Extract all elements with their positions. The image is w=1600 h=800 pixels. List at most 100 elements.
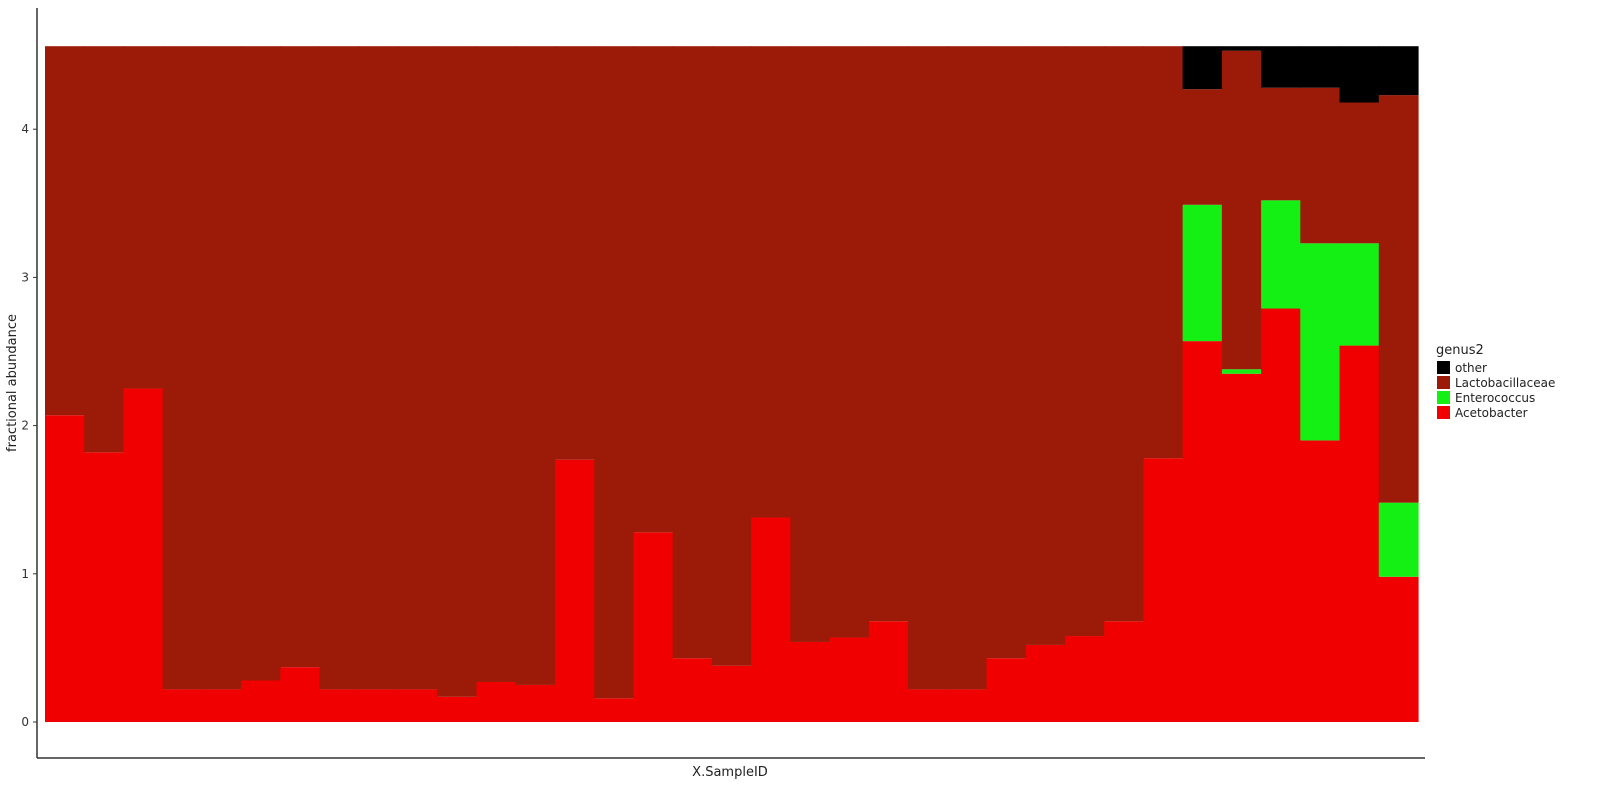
bar-segment-lactobacillaceae-5 <box>201 46 242 690</box>
bar-segment-enterococcus-35 <box>1378 502 1419 577</box>
y-tick-label: 2 <box>21 419 29 433</box>
bar-segment-lactobacillaceae-12 <box>476 46 517 682</box>
bar-segment-acetobacter-31 <box>1221 373 1262 722</box>
bar-segment-acetobacter-17 <box>672 658 713 722</box>
bar-segment-acetobacter-2 <box>84 452 125 722</box>
bar-segment-lactobacillaceae-34 <box>1339 102 1380 244</box>
bar-segment-acetobacter-4 <box>162 689 203 722</box>
bar-segment-enterococcus-30 <box>1182 204 1223 342</box>
bar-segment-acetobacter-24 <box>947 689 988 722</box>
bar-segment-other-32 <box>1261 46 1301 88</box>
bar-segment-lactobacillaceae-7 <box>280 46 321 668</box>
bar-segment-acetobacter-22 <box>868 621 909 722</box>
bar-segment-lactobacillaceae-14 <box>554 46 595 460</box>
bar-segment-lactobacillaceae-17 <box>672 46 713 659</box>
bar-segment-lactobacillaceae-2 <box>84 46 125 453</box>
bar-segment-lactobacillaceae-8 <box>319 46 360 690</box>
bar-segment-lactobacillaceae-27 <box>1064 46 1105 637</box>
legend-title: genus2 <box>1436 343 1484 358</box>
legend-swatch-other <box>1437 361 1450 374</box>
bar-segment-lactobacillaceae-3 <box>123 46 164 389</box>
bar-segment-enterococcus-32 <box>1261 200 1301 309</box>
bar-segment-lactobacillaceae-9 <box>358 46 399 690</box>
bar-segment-lactobacillaceae-13 <box>515 46 556 685</box>
bar-segment-acetobacter-7 <box>280 667 321 722</box>
legend-items: otherLactobacillaceaeEnterococcusAcetoba… <box>1437 361 1555 420</box>
bar-segment-acetobacter-8 <box>319 689 360 722</box>
bars-layer <box>45 46 1419 722</box>
bar-segment-acetobacter-12 <box>476 681 517 722</box>
bar-segment-acetobacter-10 <box>398 689 438 722</box>
bar-segment-lactobacillaceae-32 <box>1261 87 1301 201</box>
bar-segment-acetobacter-25 <box>986 658 1027 722</box>
bar-segment-lactobacillaceae-15 <box>594 46 635 699</box>
bar-segment-acetobacter-16 <box>633 532 674 722</box>
bar-segment-enterococcus-31 <box>1221 369 1262 374</box>
bar-segment-acetobacter-33 <box>1300 440 1341 722</box>
y-ticks-layer: 0 1 2 3 4 <box>21 122 37 729</box>
legend-label-enterococcus: Enterococcus <box>1455 391 1535 405</box>
bar-segment-lactobacillaceae-23 <box>908 46 948 690</box>
bar-segment-lactobacillaceae-19 <box>751 46 791 518</box>
bar-segment-acetobacter-32 <box>1261 308 1301 722</box>
legend-label-lactobacillaceae: Lactobacillaceae <box>1455 376 1555 390</box>
bar-segment-enterococcus-33 <box>1300 243 1341 441</box>
bar-segment-other-31 <box>1221 46 1262 51</box>
bar-segment-acetobacter-20 <box>790 641 831 722</box>
y-tick-label: 1 <box>21 567 29 581</box>
x-axis-title: X.SampleID <box>692 765 768 780</box>
bar-segment-lactobacillaceae-22 <box>868 46 909 622</box>
bar-segment-lactobacillaceae-33 <box>1300 87 1341 244</box>
bar-segment-lactobacillaceae-24 <box>947 46 988 690</box>
bar-segment-acetobacter-13 <box>515 684 556 722</box>
bar-segment-lactobacillaceae-25 <box>986 46 1027 659</box>
y-axis-title: fractional abundance <box>5 314 20 452</box>
bar-segment-lactobacillaceae-31 <box>1221 50 1262 370</box>
bar-segment-lactobacillaceae-11 <box>437 46 478 697</box>
legend-label-acetobacter: Acetobacter <box>1455 406 1528 420</box>
bar-segment-lactobacillaceae-28 <box>1104 46 1144 622</box>
bar-segment-acetobacter-26 <box>1025 644 1066 722</box>
bar-segment-acetobacter-3 <box>123 388 164 722</box>
bar-segment-acetobacter-9 <box>358 689 399 722</box>
bar-segment-acetobacter-23 <box>908 689 948 722</box>
bar-segment-acetobacter-30 <box>1182 341 1223 722</box>
bar-segment-acetobacter-19 <box>751 517 791 722</box>
legend-swatch-lactobacillaceae <box>1437 376 1450 389</box>
bar-segment-other-30 <box>1182 46 1223 90</box>
y-tick-label: 3 <box>21 270 29 284</box>
legend-label-other: other <box>1455 361 1487 375</box>
bar-segment-lactobacillaceae-16 <box>633 46 674 533</box>
legend: genus2 otherLactobacillaceaeEnterococcus… <box>1436 343 1555 420</box>
legend-swatch-enterococcus <box>1437 391 1450 404</box>
bar-segment-acetobacter-27 <box>1064 636 1105 722</box>
bar-segment-acetobacter-35 <box>1378 576 1419 722</box>
bar-segment-lactobacillaceae-35 <box>1378 95 1419 503</box>
bar-segment-lactobacillaceae-4 <box>162 46 203 690</box>
bar-segment-acetobacter-34 <box>1339 345 1380 722</box>
bar-segment-acetobacter-29 <box>1143 458 1184 722</box>
bar-segment-lactobacillaceae-1 <box>45 46 85 416</box>
bar-segment-enterococcus-34 <box>1339 243 1380 346</box>
y-tick-label: 0 <box>21 715 29 729</box>
bar-segment-lactobacillaceae-18 <box>711 46 752 666</box>
bar-segment-other-35 <box>1378 46 1419 96</box>
bar-segment-acetobacter-11 <box>437 696 478 722</box>
bar-segment-lactobacillaceae-30 <box>1182 89 1223 205</box>
bar-segment-other-34 <box>1339 46 1380 103</box>
bar-segment-acetobacter-1 <box>45 415 85 722</box>
bar-segment-lactobacillaceae-6 <box>241 46 281 681</box>
bar-segment-other-33 <box>1300 46 1341 88</box>
bar-segment-acetobacter-6 <box>241 680 281 722</box>
y-tick-label: 4 <box>21 122 29 136</box>
bar-segment-lactobacillaceae-29 <box>1143 46 1184 459</box>
bar-segment-lactobacillaceae-10 <box>398 46 438 690</box>
bar-segment-acetobacter-5 <box>201 689 242 722</box>
bar-segment-acetobacter-14 <box>554 459 595 722</box>
bar-segment-acetobacter-15 <box>594 698 635 722</box>
bar-segment-acetobacter-18 <box>711 665 752 722</box>
bar-segment-acetobacter-21 <box>829 637 870 722</box>
bar-segment-lactobacillaceae-26 <box>1025 46 1066 645</box>
bar-segment-lactobacillaceae-21 <box>829 46 870 638</box>
